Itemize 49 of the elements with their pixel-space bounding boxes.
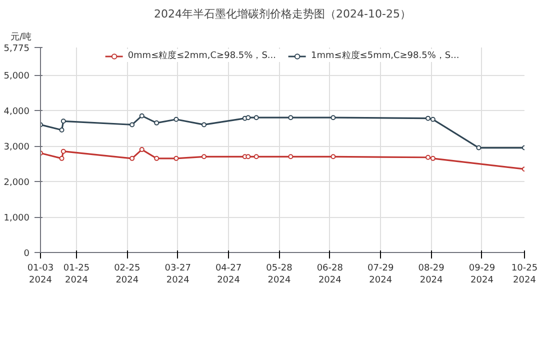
x-tick-label: 04-27 2024 xyxy=(215,264,242,286)
x-tick-label: 09-29 2024 xyxy=(468,264,496,286)
x-tick-label: 08-29 2024 xyxy=(418,264,445,286)
point xyxy=(330,115,336,120)
point xyxy=(430,156,436,161)
point xyxy=(288,115,294,120)
x-tick-label: 06-28 2024 xyxy=(316,264,344,286)
point xyxy=(430,116,436,122)
x-tick-label: 05-28 2024 xyxy=(266,264,293,286)
point xyxy=(202,154,207,160)
x-tick-label: 10-25 2024 xyxy=(511,264,538,286)
y-tick-label: 5,775 xyxy=(4,44,30,54)
y-tick-label: 5,000 xyxy=(4,72,30,82)
point xyxy=(59,156,64,161)
point xyxy=(246,154,251,160)
point xyxy=(174,156,179,161)
point xyxy=(202,122,207,128)
point xyxy=(254,154,259,160)
point xyxy=(139,113,144,118)
point xyxy=(60,148,66,154)
point xyxy=(130,122,135,128)
x-tick-label: 07-29 2024 xyxy=(368,264,394,286)
chart-title: 2024年半石墨化增碳剂价格走势图（2024-10-25） xyxy=(154,8,411,20)
x-tick-label: 01-03 2024 xyxy=(27,264,54,286)
point xyxy=(139,147,144,152)
y-tick-label: 2,000 xyxy=(4,178,30,188)
point xyxy=(254,115,259,120)
point xyxy=(246,115,251,120)
x-tick-label: 03-27 2024 xyxy=(164,264,191,286)
y-tick-label: 1,000 xyxy=(4,214,30,224)
x-tick-label: 02-25 2024 xyxy=(114,264,140,286)
point xyxy=(59,128,64,133)
point xyxy=(426,154,431,160)
y-tick-label: 0 xyxy=(24,249,30,259)
point xyxy=(174,116,179,122)
y-tick-label: 4,000 xyxy=(4,107,30,118)
point xyxy=(60,118,66,124)
point xyxy=(476,145,482,150)
x-tick-label: 01-25 2024 xyxy=(63,264,90,286)
point xyxy=(330,154,336,160)
point xyxy=(154,120,160,126)
point xyxy=(288,154,294,160)
y-axis-title: 元/吨 xyxy=(10,32,32,42)
point xyxy=(154,156,160,161)
point xyxy=(426,116,431,121)
legend-label: 1mm≤粒度≤5mm,C≥98.5%，S... xyxy=(311,50,460,62)
legend-label: 0mm≤粒度≤2mm,C≥98.5%，S... xyxy=(128,50,276,62)
y-tick-label: 3,000 xyxy=(4,142,30,153)
point xyxy=(130,156,135,161)
